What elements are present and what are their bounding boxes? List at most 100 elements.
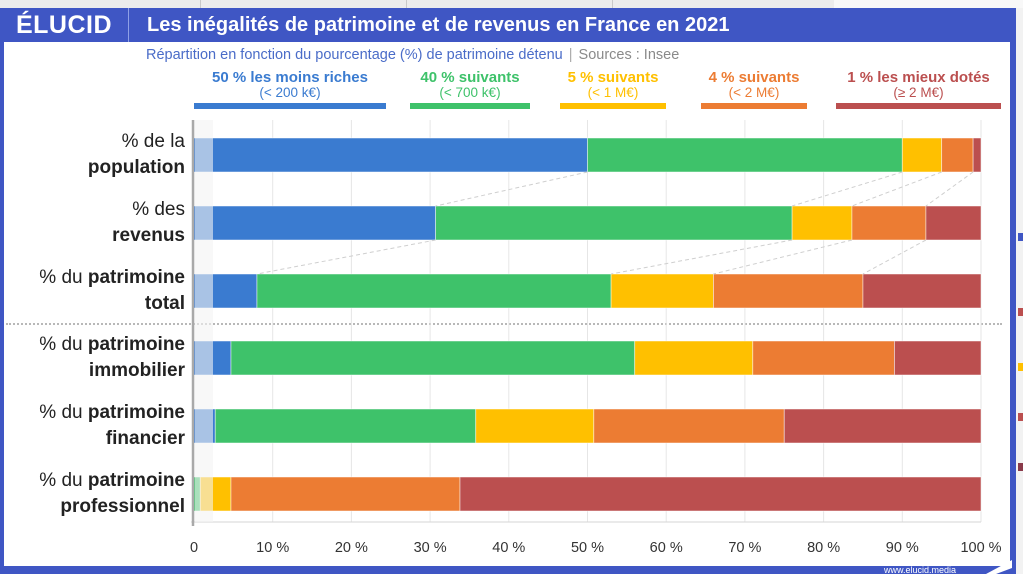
legend-item[interactable]: 5 % suivants (< 1 M€) xyxy=(560,70,666,109)
row-label-prefix: % du xyxy=(39,402,88,423)
bar-segment-1-les-mieux-dot-s xyxy=(459,476,982,512)
connector-line xyxy=(925,171,974,207)
legend-item[interactable]: 1 % les mieux dotés (≥ 2 M€) xyxy=(836,70,1001,109)
row-label-bold: patrimoine xyxy=(87,402,185,423)
source-text: Sources : Insee xyxy=(578,47,680,63)
bar-segment-50-les-moins-riches xyxy=(193,205,437,241)
bar-segment-1-les-mieux-dot-s xyxy=(783,408,982,444)
section-divider xyxy=(6,323,1002,325)
elucid-corner-mark xyxy=(986,560,1012,574)
legend-swatch xyxy=(701,103,807,109)
row-label: % du patrimoine total xyxy=(39,265,185,317)
axis-shadow xyxy=(195,120,213,522)
subtitle-text: Répartition en fonction du pourcentage (… xyxy=(146,47,563,63)
row-label-bold: financier xyxy=(105,428,185,449)
row-label-bold: professionnel xyxy=(60,496,185,517)
bar-segment-5-suivants xyxy=(475,408,595,444)
x-tick-label: 40 % xyxy=(492,540,526,556)
chart-title: Les inégalités de patrimoine et de reven… xyxy=(147,13,730,36)
bar-segment-40-suivants xyxy=(214,408,477,444)
bar-segment-4-suivants xyxy=(593,408,785,444)
bar-segment-40-suivants xyxy=(587,137,903,173)
x-tick-label: 70 % xyxy=(728,540,762,556)
legend-label: 50 % les moins riches xyxy=(212,69,368,86)
row-label: % du patrimoine professionnel xyxy=(39,468,185,520)
footer-url[interactable]: www.elucid.media xyxy=(884,565,957,575)
connector-line xyxy=(435,171,588,207)
row-label-prefix: % des xyxy=(132,199,185,220)
tab-separator xyxy=(406,0,407,8)
legend-swatch xyxy=(560,103,666,109)
legend-label: 4 % suivants xyxy=(708,69,800,86)
row-label-bold: patrimoine xyxy=(87,470,185,491)
bar-segment-50-les-moins-riches xyxy=(193,137,588,173)
legend-item[interactable]: 50 % les moins riches (< 200 k€) xyxy=(194,70,386,109)
bar-segment-4-suivants xyxy=(851,205,927,241)
bar-segment-40-suivants xyxy=(230,340,636,376)
legend-label: 5 % suivants xyxy=(567,69,659,86)
row-label: % du patrimoine immobilier xyxy=(39,332,185,384)
x-tick-label: 20 % xyxy=(334,540,368,556)
bar-segment-4-suivants xyxy=(941,137,974,173)
connector-line xyxy=(851,171,942,207)
bar-segment-4-suivants xyxy=(752,340,895,376)
legend-sublabel: (< 1 M€) xyxy=(587,85,639,100)
x-tick-label: 30 % xyxy=(413,540,447,556)
legend-label: 40 % suivants xyxy=(420,69,520,86)
subtitle-separator: | xyxy=(568,47,573,63)
row-label-prefix: % du xyxy=(39,267,88,288)
tab-separator xyxy=(612,0,613,8)
x-tick-label: 90 % xyxy=(885,540,919,556)
row-label: % de la population xyxy=(88,129,185,181)
row-label-prefix: % de la xyxy=(121,131,185,152)
row-label-prefix: % du xyxy=(39,334,88,355)
x-tick-label: 100 % xyxy=(960,540,1002,556)
bar-segment-40-suivants xyxy=(435,205,793,241)
legend-swatch xyxy=(836,103,1001,109)
bar-segment-1-les-mieux-dot-s xyxy=(972,137,982,173)
row-label-bold: patrimoine xyxy=(87,334,185,355)
bar-segment-5-suivants xyxy=(791,205,853,241)
legend-swatch xyxy=(410,103,530,109)
tab-separator xyxy=(200,0,201,8)
background-window-edge xyxy=(1016,8,1023,574)
bar-segment-5-suivants xyxy=(901,137,943,173)
legend-item[interactable]: 40 % suivants (< 700 k€) xyxy=(410,70,530,109)
row-label-bold: revenus xyxy=(112,225,185,246)
legend-sublabel: (≥ 2 M€) xyxy=(893,85,944,100)
legend-sublabel: (< 2 M€) xyxy=(728,85,780,100)
bar-segment-5-suivants xyxy=(634,340,754,376)
connector-line xyxy=(611,239,793,275)
x-tick-label: 0 xyxy=(189,540,199,556)
legend-swatch xyxy=(194,103,386,109)
elucid-logo[interactable]: ÉLUCID xyxy=(0,8,129,42)
legend-label: 1 % les mieux dotés xyxy=(847,69,990,86)
row-label: % des revenus xyxy=(112,197,185,249)
connector-line xyxy=(862,239,927,275)
bar-segment-1-les-mieux-dot-s xyxy=(862,273,982,309)
legend-sublabel: (< 700 k€) xyxy=(439,85,501,100)
browser-tab-active[interactable] xyxy=(834,0,1023,8)
x-tick-label: 60 % xyxy=(649,540,683,556)
bar-segment-4-suivants xyxy=(713,273,864,309)
legend-item[interactable]: 4 % suivants (< 2 M€) xyxy=(701,70,807,109)
x-tick-label: 50 % xyxy=(570,540,605,556)
row-label: % du patrimoine financier xyxy=(39,400,185,452)
chart-subtitle: Répartition en fonction du pourcentage (… xyxy=(146,47,679,63)
connector-line xyxy=(713,239,853,275)
connector-line xyxy=(256,239,436,275)
legend-sublabel: (< 200 k€) xyxy=(259,85,321,100)
row-label-bold: total xyxy=(144,293,185,314)
bar-segment-1-les-mieux-dot-s xyxy=(894,340,982,376)
bar-segment-5-suivants xyxy=(610,273,714,309)
row-label-bold: immobilier xyxy=(88,360,185,381)
row-label-bold: patrimoine xyxy=(87,267,185,288)
bar-segment-4-suivants xyxy=(230,476,461,512)
header-bar: ÉLUCID Les inégalités de patrimoine et d… xyxy=(0,8,1016,42)
row-label-bold: population xyxy=(87,157,185,178)
x-tick-label: 80 % xyxy=(807,540,841,556)
bar-segment-40-suivants xyxy=(256,273,612,309)
bar-segment-1-les-mieux-dot-s xyxy=(925,205,982,241)
x-tick-label: 10 % xyxy=(256,540,290,556)
